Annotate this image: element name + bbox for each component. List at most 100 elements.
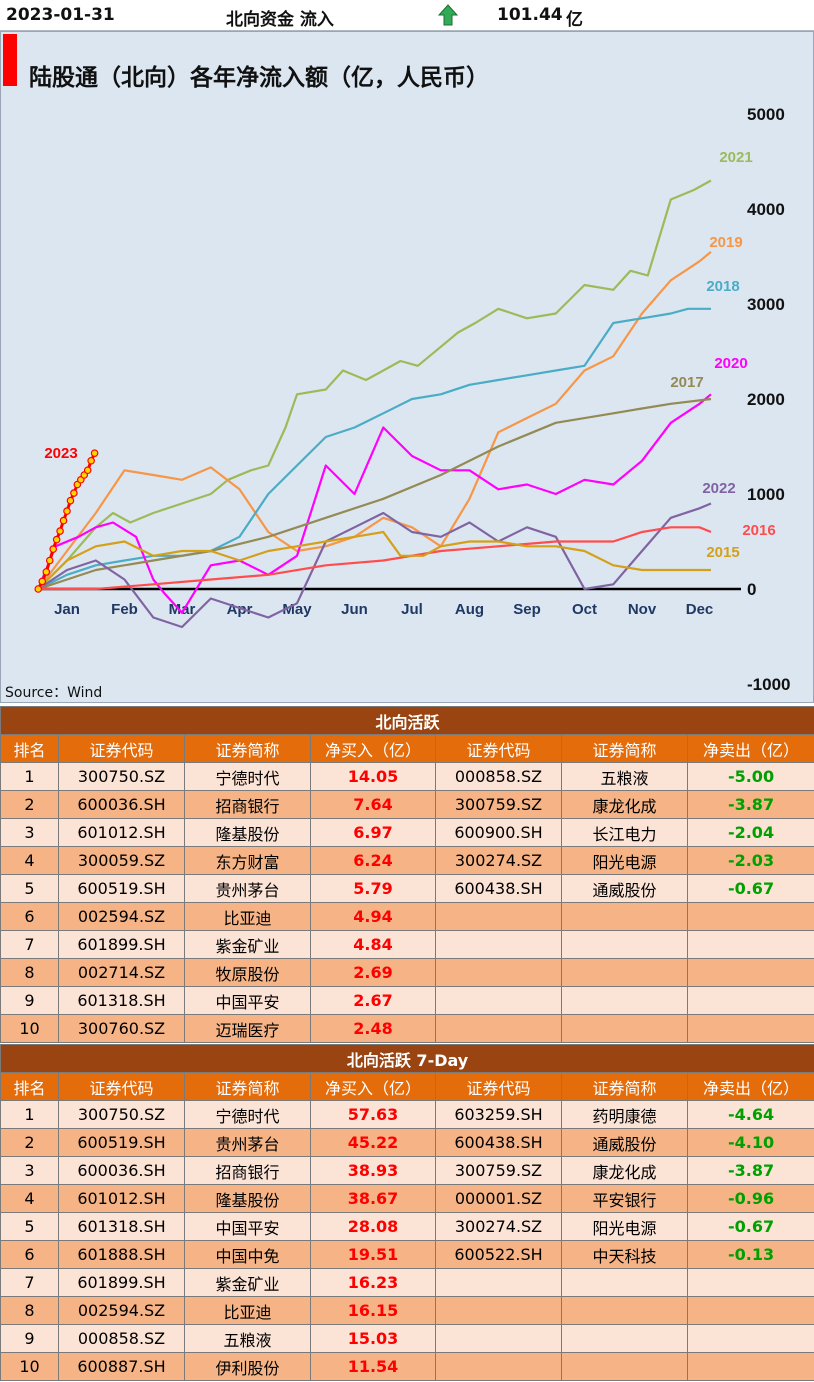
series-label-2017: 2017 <box>670 374 703 391</box>
x-tick-label: Nov <box>628 601 657 618</box>
rank-cell: 7 <box>0 1268 59 1297</box>
rank-cell: 4 <box>0 1184 59 1213</box>
rank-cell: 10 <box>0 1352 59 1381</box>
name-cell: 贵州茅台 <box>184 1128 311 1157</box>
code-cell: 300759.SZ <box>435 1156 562 1185</box>
net-buy-cell: 2.67 <box>310 986 436 1015</box>
code-cell: 601899.SH <box>58 930 185 959</box>
name-cell <box>561 1352 688 1381</box>
code-cell: 601318.SH <box>58 1212 185 1241</box>
code-cell: 300759.SZ <box>435 790 562 819</box>
name-cell: 比亚迪 <box>184 1296 311 1325</box>
series-line-2021 <box>37 179 712 590</box>
code-cell: 000001.SZ <box>435 1184 562 1213</box>
name-cell: 牧原股份 <box>184 958 311 987</box>
name-cell: 康龙化成 <box>561 1156 688 1185</box>
rank-cell: 6 <box>0 902 59 931</box>
code-cell <box>435 1268 562 1297</box>
table-row: 8 002594.SZ 比亚迪 16.15 <box>0 1296 814 1325</box>
name-cell: 贵州茅台 <box>184 874 311 903</box>
code-cell: 002714.SZ <box>58 958 185 987</box>
rank-cell: 3 <box>0 818 59 847</box>
code-cell: 600438.SH <box>435 874 562 903</box>
data-point-2023 <box>42 568 51 576</box>
code-cell: 601899.SH <box>58 1268 185 1297</box>
net-buy-cell: 7.64 <box>310 790 436 819</box>
code-cell: 600522.SH <box>435 1240 562 1269</box>
header-value: 101.44 <box>497 5 563 25</box>
rank-cell: 9 <box>0 1324 59 1353</box>
column-header: 排名 <box>0 1072 59 1101</box>
name-cell: 招商银行 <box>184 1156 311 1185</box>
name-cell: 伊利股份 <box>184 1352 311 1381</box>
chart-title: 陆股通（北向）各年净流入额（亿，人民币） <box>29 65 489 91</box>
series-label-2021: 2021 <box>719 149 752 166</box>
net-buy-cell: 45.22 <box>310 1128 436 1157</box>
x-tick-label: Oct <box>572 601 597 618</box>
rank-cell: 2 <box>0 1128 59 1157</box>
rank-cell: 5 <box>0 1212 59 1241</box>
code-cell <box>435 902 562 931</box>
code-cell: 601318.SH <box>58 986 185 1015</box>
table-title: 北向活跃 7-Day <box>0 1044 814 1073</box>
net-sell-cell <box>686 1296 814 1325</box>
y-tick-label: 4000 <box>747 200 785 219</box>
name-cell: 紫金矿业 <box>184 1268 311 1297</box>
data-point-2023 <box>66 496 75 505</box>
net-buy-cell: 6.97 <box>310 818 436 847</box>
data-point-2023 <box>90 449 99 457</box>
rank-cell: 8 <box>0 958 59 987</box>
data-point-2023 <box>87 456 95 465</box>
rank-cell: 6 <box>0 1240 59 1269</box>
net-buy-cell: 16.23 <box>310 1268 436 1297</box>
series-label-2015: 2015 <box>706 544 739 561</box>
name-cell: 通威股份 <box>561 1128 688 1157</box>
code-cell <box>435 1324 562 1353</box>
net-buy-cell: 15.03 <box>310 1324 436 1353</box>
net-sell-cell <box>686 986 814 1015</box>
table-row: 2 600036.SH 招商银行 7.64 300759.SZ 康龙化成 -3.87 <box>0 790 814 819</box>
code-cell: 300059.SZ <box>58 846 185 875</box>
code-cell <box>435 930 562 959</box>
x-tick-label: May <box>282 601 312 618</box>
column-header: 净买入（亿） <box>310 734 436 763</box>
northbound-active-table: 北向活跃 排名 证券代码 证券简称 净买入（亿） 证券代码 证券简称 净卖出（亿） 1 300… <box>0 706 814 1043</box>
series-label-2022: 2022 <box>702 480 735 497</box>
rank-cell: 1 <box>0 1100 59 1129</box>
net-sell-cell: -4.10 <box>686 1128 814 1157</box>
series-line-2022 <box>37 502 712 629</box>
source-note: Source：Wind <box>5 685 103 701</box>
data-point-2023 <box>52 535 61 544</box>
column-header: 净卖出（亿） <box>686 1072 814 1101</box>
name-cell: 五粮液 <box>184 1324 311 1353</box>
code-cell <box>435 986 562 1015</box>
name-cell <box>561 1324 688 1353</box>
header-label: 北向资金 流入 <box>226 10 334 30</box>
y-tick-label: 1000 <box>747 485 785 504</box>
header-unit: 亿 <box>566 10 583 30</box>
net-sell-cell: -0.67 <box>686 874 814 903</box>
code-cell: 600519.SH <box>58 1128 185 1157</box>
name-cell <box>561 1296 688 1325</box>
data-point-2023 <box>59 516 68 525</box>
code-cell: 600887.SH <box>58 1352 185 1381</box>
name-cell: 中国平安 <box>184 986 311 1015</box>
name-cell: 比亚迪 <box>184 902 311 931</box>
series-line-2020 <box>37 393 712 614</box>
net-sell-cell <box>686 902 814 931</box>
table-row: 5 601318.SH 中国平安 28.08 300274.SZ 阳光电源 -0.67 <box>0 1212 814 1241</box>
name-cell: 东方财富 <box>184 846 311 875</box>
name-cell <box>561 1268 688 1297</box>
data-point-2023 <box>83 466 92 475</box>
rank-cell: 9 <box>0 986 59 1015</box>
series-line-2015 <box>37 530 711 590</box>
net-sell-cell: -3.87 <box>686 1156 814 1185</box>
data-point-2023 <box>38 577 47 586</box>
y-tick-label: 0 <box>747 580 756 599</box>
table-row: 3 601012.SH 隆基股份 6.97 600900.SH 长江电力 -2.04 <box>0 818 814 847</box>
net-buy-cell: 2.69 <box>310 958 436 987</box>
name-cell: 五粮液 <box>561 762 688 791</box>
column-header: 证券代码 <box>58 1072 185 1101</box>
name-cell: 康龙化成 <box>561 790 688 819</box>
